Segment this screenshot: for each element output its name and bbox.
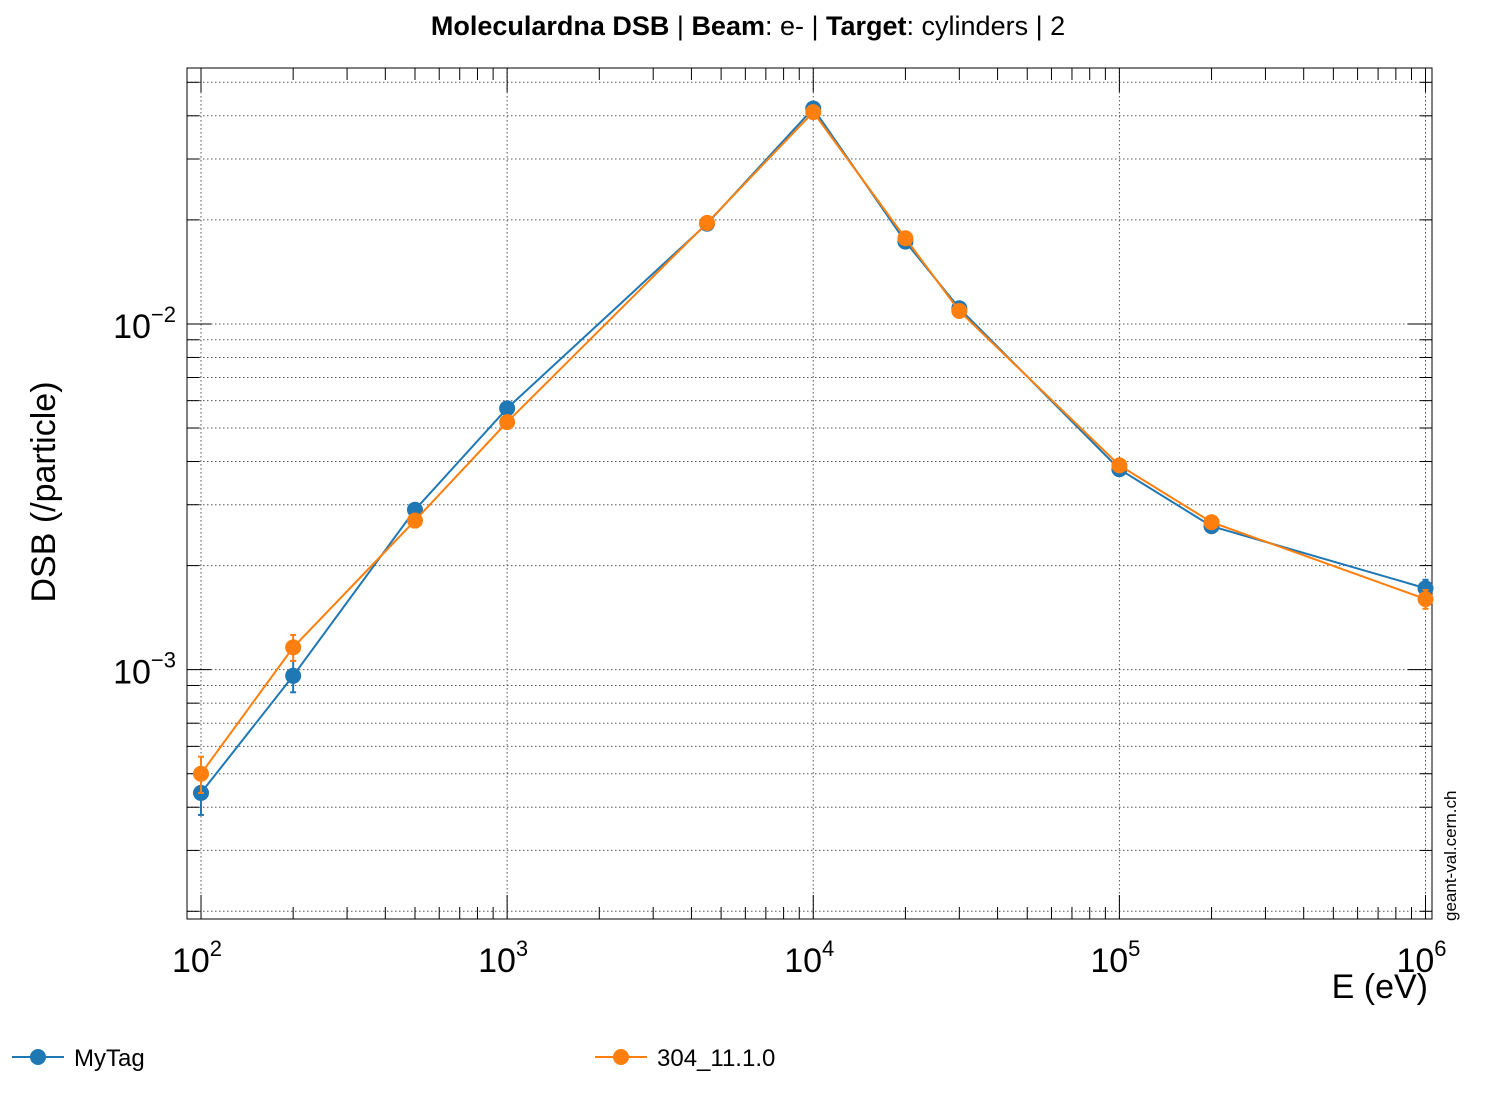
x-tick-label: 105 xyxy=(1090,936,1140,980)
legend-label: 304_11.1.0 xyxy=(657,1045,775,1072)
data-point xyxy=(406,512,423,529)
data-point xyxy=(805,104,822,121)
y-tick-exponent: −2 xyxy=(151,302,176,327)
legend-marker xyxy=(30,1049,46,1065)
title-segment: Beam xyxy=(691,11,765,41)
y-axis-title: DSB (/particle) xyxy=(25,381,63,602)
series-MyTag xyxy=(193,100,1434,816)
x-tick-exponent: 4 xyxy=(822,936,834,961)
data-point xyxy=(499,414,516,431)
x-tick-exponent: 5 xyxy=(1128,936,1140,961)
y-tick-label: 10−2 xyxy=(113,302,176,346)
x-tick-base: 10 xyxy=(172,942,210,980)
legend-item: MyTag xyxy=(12,1045,145,1072)
data-point xyxy=(1203,514,1220,531)
x-tick-base: 10 xyxy=(1090,942,1128,980)
data-point xyxy=(285,667,302,684)
data-point xyxy=(285,639,302,656)
y-tick-base: 10 xyxy=(113,308,151,346)
x-axis-title: E (eV) xyxy=(1332,968,1428,1006)
x-tick-exponent: 3 xyxy=(516,936,528,961)
legend-marker xyxy=(613,1049,629,1065)
x-tick-label: 104 xyxy=(784,936,834,980)
legend-label: MyTag xyxy=(74,1045,145,1072)
x-tick-base: 10 xyxy=(478,942,516,980)
y-tick-label: 10−3 xyxy=(113,648,176,692)
y-tick-base: 10 xyxy=(113,654,151,692)
chart-title: Moleculardna DSB | Beam: e- | Target: cy… xyxy=(431,11,1065,41)
title-segment: Moleculardna DSB xyxy=(431,11,677,41)
series-304_11.1.0 xyxy=(193,104,1434,794)
data-point xyxy=(499,400,516,417)
plot-frame xyxy=(186,67,1433,920)
x-tick-label: 103 xyxy=(478,936,528,980)
watermark: geant-val.cern.ch xyxy=(1441,791,1460,921)
x-tick-base: 10 xyxy=(784,942,822,980)
data-point xyxy=(1111,457,1128,474)
x-tick-label: 102 xyxy=(172,936,222,980)
y-tick-exponent: −3 xyxy=(151,648,176,673)
grid xyxy=(187,68,1432,919)
series-line xyxy=(200,110,1426,775)
x-tick-label: 106 xyxy=(1396,936,1446,980)
series-line xyxy=(200,106,1426,794)
data-point xyxy=(1417,591,1434,608)
data-point xyxy=(193,765,210,782)
title-segment: : e- | xyxy=(765,11,826,41)
x-tick-exponent: 6 xyxy=(1434,936,1446,961)
title-segment: : cylinders | 2 xyxy=(907,11,1066,41)
data-point xyxy=(951,303,968,320)
data-point xyxy=(699,214,716,231)
x-tick-base: 10 xyxy=(1396,942,1434,980)
data-point xyxy=(897,230,914,247)
plot-border xyxy=(186,67,1433,920)
legend: MyTag 304_11.1.0 xyxy=(12,1045,775,1072)
x-tick-exponent: 2 xyxy=(210,936,222,961)
title-segment: | xyxy=(677,11,692,41)
legend-item: 304_11.1.0 xyxy=(595,1045,775,1072)
series-layer xyxy=(193,100,1434,816)
title-segment: Target xyxy=(826,11,907,41)
